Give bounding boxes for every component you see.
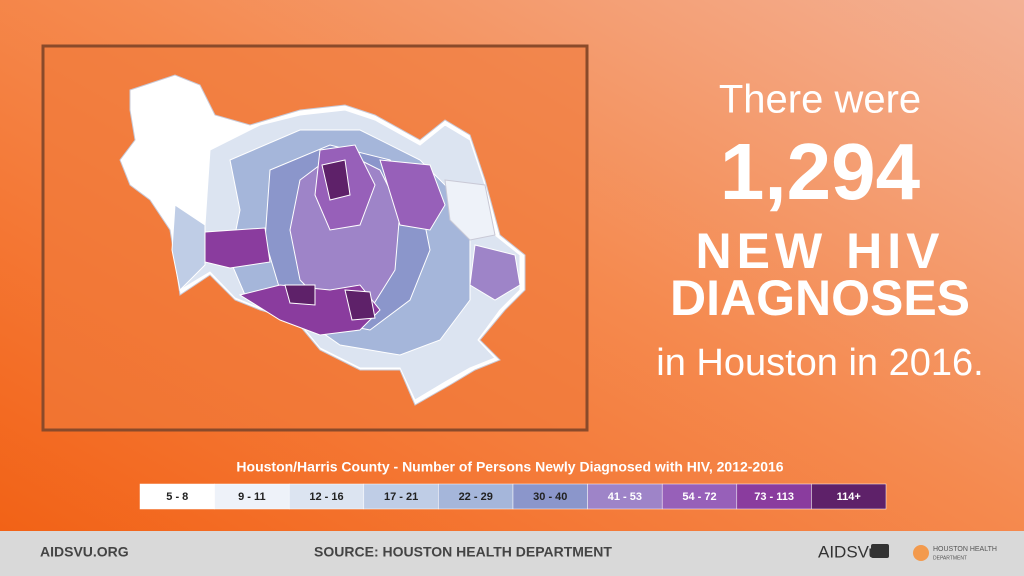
legend-label: 17 - 21 bbox=[384, 491, 418, 503]
headline-count: 1,294 bbox=[720, 127, 921, 216]
region bbox=[321, 159, 351, 201]
map bbox=[41, 44, 589, 432]
legend-label: 54 - 72 bbox=[682, 491, 716, 503]
legend-swatch bbox=[512, 483, 588, 510]
footer-bar bbox=[0, 531, 1024, 576]
partner-line2: DEPARTMENT bbox=[933, 555, 967, 561]
headline: There were 1,294 NEW HIV DIAGNOSES in Ho… bbox=[656, 78, 983, 384]
headline-line2: DIAGNOSES bbox=[670, 270, 970, 326]
region bbox=[469, 244, 521, 301]
region bbox=[204, 227, 271, 269]
legend-label: 22 - 29 bbox=[459, 491, 493, 503]
region bbox=[344, 289, 376, 321]
legend-title: Houston/Harris County - Number of Person… bbox=[236, 459, 783, 475]
region bbox=[379, 159, 446, 231]
legend: 5 - 8 9 - 11 12 - 16 17 - 21 22 - 29 30 - 40 4… bbox=[139, 483, 887, 510]
legend-label: 9 - 11 bbox=[238, 491, 266, 503]
partner-line1: HOUSTON HEALTH bbox=[933, 546, 997, 553]
legend-label: 114+ bbox=[837, 491, 861, 503]
legend-label: 73 - 113 bbox=[754, 491, 794, 503]
partner-icon bbox=[913, 545, 929, 561]
legend-label: 41 - 53 bbox=[608, 491, 642, 503]
legend-swatch bbox=[661, 483, 738, 510]
legend-swatch bbox=[139, 483, 215, 510]
legend-swatch bbox=[214, 483, 290, 510]
footer-logo: AIDSVu bbox=[818, 542, 878, 561]
legend-label: 12 - 16 bbox=[309, 491, 343, 503]
region bbox=[444, 179, 496, 241]
legend-swatch bbox=[736, 483, 812, 510]
legend-swatch bbox=[587, 483, 663, 510]
headline-outro: in Houston in 2016. bbox=[656, 342, 983, 384]
footer-source: SOURCE: HOUSTON HEALTH DEPARTMENT bbox=[314, 544, 612, 560]
headline-intro: There were bbox=[719, 78, 921, 122]
legend-label: 5 - 8 bbox=[166, 491, 188, 503]
region bbox=[171, 204, 206, 292]
logo-icon bbox=[871, 544, 889, 558]
footer-site: AIDSVU.ORG bbox=[40, 544, 129, 560]
legend-label: 30 - 40 bbox=[533, 491, 567, 503]
region bbox=[284, 284, 316, 306]
legend-swatch bbox=[811, 483, 887, 510]
headline-line1: NEW HIV bbox=[696, 223, 945, 279]
